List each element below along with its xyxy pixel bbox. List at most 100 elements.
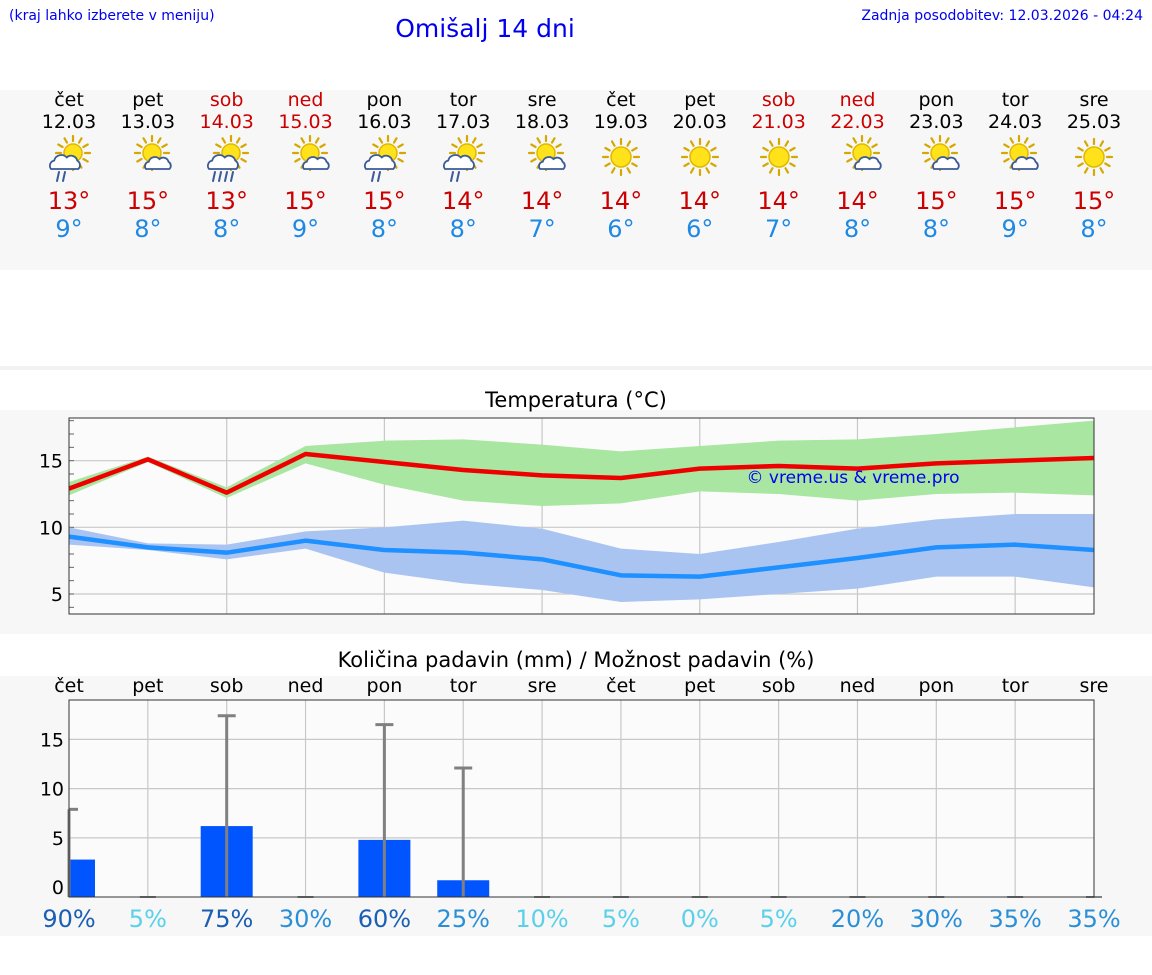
day-date: 21.03 (751, 111, 806, 133)
temp-min: 8° (213, 215, 241, 243)
day-date: 25.03 (1066, 111, 1122, 133)
sun-cloud-heavy-rain-icon (206, 135, 249, 182)
rain-drops (371, 171, 382, 182)
temp-max: 15° (1072, 187, 1116, 215)
day-name: sre (1079, 89, 1109, 111)
temp-min: 9° (291, 215, 320, 243)
temp-min: 9° (55, 215, 83, 243)
sun-cloud-rain-icon (443, 135, 486, 182)
temp-min: 8° (1080, 215, 1108, 243)
day-date: 18.03 (514, 111, 570, 133)
precipitation-probability: 20% (831, 905, 884, 933)
x-category-label: tor (450, 675, 477, 697)
forecast-day: sre 25.03 15° 8° (1055, 89, 1133, 243)
day-date: 17.03 (436, 111, 491, 133)
divider (0, 366, 1152, 370)
temperature-chart-title: Temperatura (°C) (485, 388, 667, 412)
y-tick-label: 15 (39, 451, 63, 473)
precipitation-probability: 10% (515, 905, 568, 933)
cloud-shape (301, 156, 330, 170)
temp-max: 15° (126, 187, 170, 215)
y-tick-label: 5 (52, 828, 64, 850)
precipitation-probability: 35% (988, 905, 1041, 933)
precipitation-probability: 60% (358, 905, 411, 933)
temp-max: 14° (441, 187, 485, 215)
max-range-band (69, 420, 1094, 506)
forecast-day: pet 20.03 14° 6° (661, 89, 739, 243)
temp-max: 15° (363, 187, 406, 215)
sun-cloud-icon (291, 135, 330, 172)
cloud-shape (206, 154, 239, 170)
precipitation-bar (69, 859, 95, 897)
sun-cloud-icon (1001, 135, 1039, 172)
x-category-label: sob (210, 675, 244, 697)
x-category-label: ned (840, 675, 876, 697)
cloud-shape (538, 156, 566, 170)
temp-min: 7° (528, 215, 556, 243)
day-name: sre (527, 89, 557, 111)
sun-disc (689, 146, 711, 168)
forecast-day: čet 12.03 13° 9° (30, 89, 108, 243)
day-name: sob (761, 89, 796, 111)
day-date: 22.03 (830, 111, 885, 133)
forecast-day: sob 14.03 13° 8° (188, 89, 266, 243)
forecast-day: pon 23.03 15° 8° (897, 89, 975, 243)
sun-disc (1083, 146, 1105, 168)
precipitation-probability: 5% (129, 905, 167, 933)
forecast-day: ned 15.03 15° 9° (267, 89, 345, 243)
temp-min: 9° (1001, 215, 1029, 243)
day-date: 23.03 (909, 111, 964, 133)
forecast-day: sre 18.03 14° 7° (503, 89, 581, 243)
cloud-shape (1011, 156, 1039, 170)
cloud-shape (932, 156, 961, 170)
x-category-label: čet (606, 675, 636, 697)
min-temperature-line (68, 534, 1095, 579)
y-tick-label: 10 (39, 517, 63, 539)
sun-cloud-icon (843, 135, 882, 172)
day-name: pet (684, 89, 716, 111)
temp-max: 15° (284, 187, 327, 215)
day-date: 15.03 (278, 111, 333, 133)
temp-min: 8° (843, 215, 872, 243)
sun-cloud-icon (133, 135, 172, 172)
day-date: 19.03 (593, 111, 649, 133)
day-name: ned (287, 89, 324, 111)
sun-cloud-icon (922, 135, 961, 172)
precipitation-probability: 25% (437, 905, 490, 933)
x-category-label: pet (684, 675, 715, 697)
forecast-day: tor 24.03 15° 9° (976, 89, 1054, 243)
precipitation-probability: 30% (279, 905, 332, 933)
y-tick-label: 0 (52, 877, 64, 899)
y-tick-label: 5 (51, 584, 63, 606)
cloud-shape (143, 156, 172, 170)
temp-max: 13° (205, 187, 248, 215)
location-hint: (kraj lahko izberete v meniju) (9, 8, 215, 24)
temperature-chart: 5 10 15 © vreme.us & vreme.pro (39, 417, 1095, 615)
sun-rays (680, 137, 719, 177)
min-range-band (69, 514, 1094, 602)
day-date: 12.03 (41, 111, 97, 133)
day-date: 20.03 (672, 111, 727, 133)
day-name: čet (54, 89, 84, 111)
sun-icon (759, 137, 798, 177)
watermark: © vreme.us & vreme.pro (746, 468, 959, 488)
sun-rays (601, 137, 641, 177)
temp-max: 14° (836, 187, 879, 215)
precipitation-probability: 5% (602, 905, 640, 933)
temp-min: 8° (370, 215, 399, 243)
temp-max: 15° (915, 187, 958, 215)
x-category-label: sob (762, 675, 796, 697)
day-name: pet (132, 89, 164, 111)
precipitation-probability: 35% (1067, 905, 1120, 933)
forecast-strip (0, 90, 1152, 270)
sun-icon (601, 137, 641, 177)
x-category-label: tor (1002, 675, 1029, 697)
precipitation-chart: 0 5 10 15 čet pet sob ned pon tor sre čet pet sob ned p… (40, 675, 1121, 933)
precipitation-probability: 75% (200, 905, 253, 933)
cloud-shape (443, 154, 476, 170)
forecast-day: sob 21.03 14° 7° (740, 89, 818, 243)
y-tick-label: 10 (40, 779, 64, 801)
day-name: sob (209, 89, 244, 111)
x-category-label: čet (54, 675, 84, 697)
forecast-day: pet 13.03 15° 8° (109, 89, 187, 243)
